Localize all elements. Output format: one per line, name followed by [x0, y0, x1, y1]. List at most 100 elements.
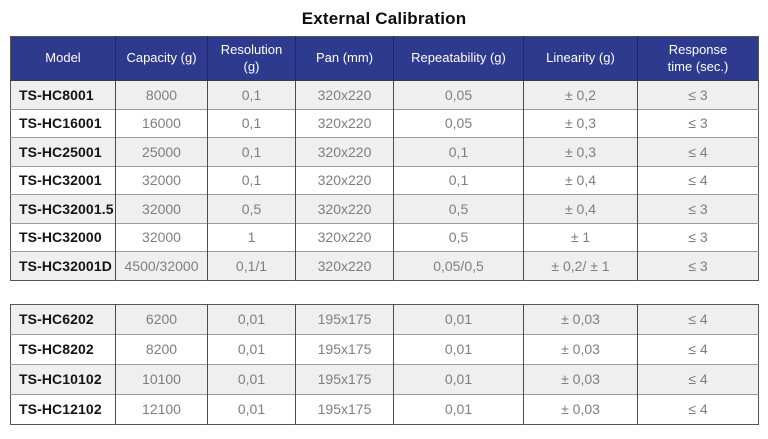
- column-header-2: Resolution (g): [207, 36, 296, 81]
- column-header-label: Response time (sec.): [667, 42, 729, 74]
- value-cell: 320x220: [295, 251, 394, 280]
- value-cell: 195x175: [295, 363, 394, 394]
- table-row: TS-HC8202 8200 0,01 195x175 0,01 ± 0,03 ≤ 4: [10, 333, 759, 364]
- value-cell: 0,1/1: [207, 251, 296, 280]
- value-cell: 320x220: [295, 80, 394, 109]
- value-cell: ≤ 3: [637, 222, 759, 252]
- external-calibration-table-lower: TS-HC6202 6200 0,01 195x175 0,01 ± 0,03 ≤ 4 TS-…: [10, 303, 759, 425]
- value-cell: 0,01: [207, 363, 296, 394]
- value-cell: 0,1: [207, 165, 296, 195]
- column-header-4: Repeatability (g): [393, 36, 524, 81]
- table-row: TS-HC32001D 4500/32000 0,1/1 320x220 0,05/0,…: [10, 251, 759, 280]
- value-cell: 8000: [115, 80, 208, 109]
- value-cell: ± 0,2/ ± 1: [523, 251, 638, 280]
- column-header-label: Repeatability (g): [411, 50, 506, 66]
- value-cell: ± 0,3: [523, 108, 638, 138]
- value-cell: ≤ 4: [637, 165, 759, 195]
- table-row: TS-HC16001 16000 0,1 320x220 0,05 ± 0,3 ≤ 3: [10, 108, 759, 138]
- value-cell: 0,5: [393, 194, 524, 223]
- value-cell: 10100: [115, 363, 208, 394]
- model-cell: TS-HC32000: [10, 222, 116, 252]
- value-cell: ≤ 3: [637, 80, 759, 109]
- column-header-label: Resolution (g): [220, 42, 283, 74]
- value-cell: 320x220: [295, 137, 394, 166]
- value-cell: ± 0,03: [523, 333, 638, 364]
- table-row: TS-HC32001 32000 0,1 320x220 0,1 ± 0,4 ≤ 4: [10, 165, 759, 195]
- column-header-1: Capacity (g): [115, 36, 208, 81]
- value-cell: 12100: [115, 393, 208, 424]
- table-row: TS-HC32000 32000 1 320x220 0,5 ± 1 ≤ 3: [10, 222, 759, 252]
- value-cell: 0,01: [207, 393, 296, 424]
- value-cell: 0,01: [393, 393, 524, 424]
- value-cell: 195x175: [295, 333, 394, 364]
- value-cell: ± 0,4: [523, 194, 638, 223]
- column-header-label: Model: [45, 50, 81, 66]
- value-cell: 1: [207, 222, 296, 252]
- value-cell: ± 0,4: [523, 165, 638, 195]
- model-cell: TS-HC32001D: [10, 251, 116, 280]
- value-cell: 0,1: [393, 165, 524, 195]
- value-cell: 0,01: [393, 363, 524, 394]
- value-cell: ≤ 4: [637, 137, 759, 166]
- value-cell: 32000: [115, 222, 208, 252]
- column-header-6: Response time (sec.): [637, 36, 759, 81]
- value-cell: 195x175: [295, 304, 394, 334]
- column-header-label: Pan (mm): [315, 50, 374, 66]
- value-cell: 0,1: [207, 80, 296, 109]
- table-row: TS-HC25001 25000 0,1 320x220 0,1 ± 0,3 ≤ 4: [10, 137, 759, 166]
- value-cell: ≤ 4: [637, 363, 759, 394]
- model-cell: TS-HC8202: [10, 333, 116, 364]
- value-cell: ≤ 4: [637, 393, 759, 424]
- value-cell: 195x175: [295, 393, 394, 424]
- table-row: TS-HC8001 8000 0,1 320x220 0,05 ± 0,2 ≤ 3: [10, 80, 759, 109]
- value-cell: 320x220: [295, 165, 394, 195]
- value-cell: ≤ 3: [637, 108, 759, 138]
- model-cell: TS-HC10102: [10, 363, 116, 394]
- value-cell: 0,01: [207, 304, 296, 334]
- value-cell: ≤ 3: [637, 194, 759, 223]
- table-row: TS-HC6202 6200 0,01 195x175 0,01 ± 0,03 ≤ 4: [10, 304, 759, 334]
- table-row: TS-HC12102 12100 0,01 195x175 0,01 ± 0,03 ≤ 4: [10, 393, 759, 424]
- value-cell: 32000: [115, 165, 208, 195]
- value-cell: 6200: [115, 304, 208, 334]
- value-cell: 16000: [115, 108, 208, 138]
- model-cell: TS-HC32001.5: [10, 194, 116, 223]
- table-body: TS-HC6202 6200 0,01 195x175 0,01 ± 0,03 ≤ 4 TS-…: [10, 304, 759, 424]
- value-cell: 32000: [115, 194, 208, 223]
- value-cell: 0,01: [207, 333, 296, 364]
- value-cell: ≤ 4: [637, 304, 759, 334]
- value-cell: ± 1: [523, 222, 638, 252]
- column-header-0: Model: [10, 36, 116, 81]
- column-header-3: Pan (mm): [295, 36, 394, 81]
- external-calibration-table-upper: Model Capacity (g) Resolution (g) Pan (mm) R…: [10, 36, 759, 281]
- value-cell: 4500/32000: [115, 251, 208, 280]
- table-row: TS-HC32001.5 32000 0,5 320x220 0,5 ± 0,4 ≤ 3: [10, 194, 759, 223]
- model-cell: TS-HC6202: [19, 311, 94, 327]
- value-cell: 0,01: [393, 333, 524, 364]
- value-cell: 0,5: [393, 222, 524, 252]
- model-cell: TS-HC16001: [10, 108, 116, 138]
- table-row: TS-HC10102 10100 0,01 195x175 0,01 ± 0,03 ≤ 4: [10, 363, 759, 394]
- header-row: Model Capacity (g) Resolution (g) Pan (mm) R…: [10, 36, 759, 81]
- column-header-5: Linearity (g): [523, 36, 638, 81]
- model-cell: TS-HC32001: [10, 165, 116, 195]
- table-body: TS-HC8001 8000 0,1 320x220 0,05 ± 0,2 ≤ 3 TS-HC…: [10, 80, 759, 280]
- column-header-label: Linearity (g): [546, 50, 615, 66]
- value-cell: 0,1: [207, 108, 296, 138]
- value-cell: ± 0,3: [523, 137, 638, 166]
- value-cell: 0,1: [207, 137, 296, 166]
- value-cell: ± 0,03: [523, 304, 638, 334]
- value-cell: ≤ 3: [637, 251, 759, 280]
- value-cell: 25000: [115, 137, 208, 166]
- value-cell: ± 0,03: [523, 363, 638, 394]
- value-cell: 320x220: [295, 222, 394, 252]
- value-cell: 320x220: [295, 194, 394, 223]
- value-cell: 0,1: [393, 137, 524, 166]
- value-cell: ≤ 4: [637, 333, 759, 364]
- value-cell: 320x220: [295, 108, 394, 138]
- column-header-label: Capacity (g): [126, 50, 197, 66]
- model-cell: TS-HC25001: [10, 137, 116, 166]
- page-title: External Calibration: [301, 9, 467, 28]
- value-cell: ± 0,03: [523, 393, 638, 424]
